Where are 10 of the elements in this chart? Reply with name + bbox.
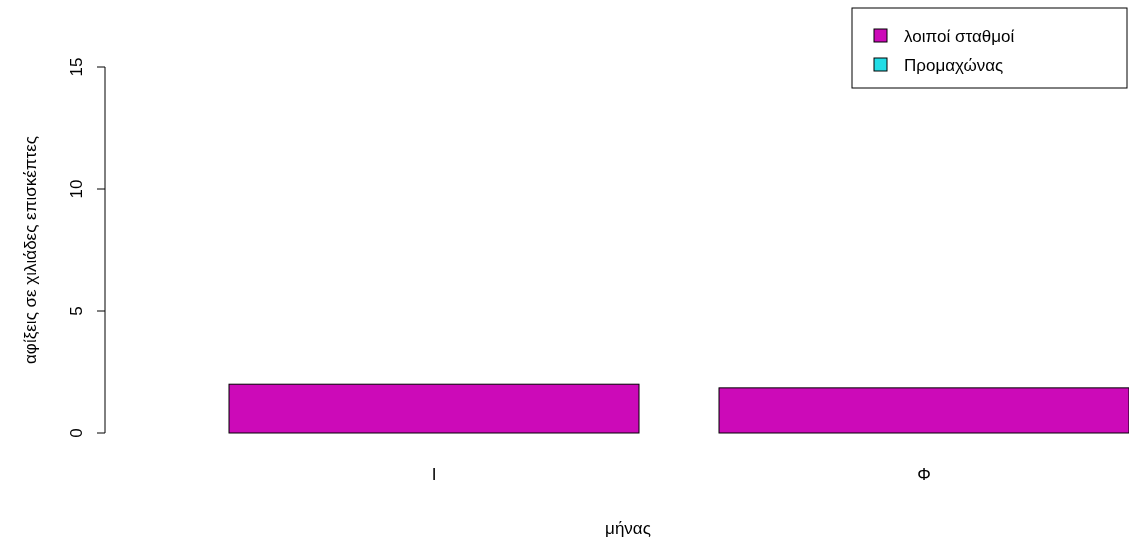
x-tick-label: Ι bbox=[431, 465, 437, 484]
y-tick-label: 10 bbox=[67, 179, 86, 199]
x-tick-label: Φ bbox=[917, 465, 931, 484]
x-axis-title: μήνας bbox=[605, 519, 651, 538]
y-tick-label: 15 bbox=[67, 57, 86, 77]
y-tick-label: 0 bbox=[67, 428, 86, 438]
y-axis-title: αφίξεις σε χιλιάδες επισκέπτες bbox=[21, 136, 40, 364]
legend-label: Προμαχώνας bbox=[904, 56, 1004, 75]
y-tick-label: 5 bbox=[67, 306, 86, 316]
legend-label: λοιποί σταθμοί bbox=[904, 27, 1015, 46]
